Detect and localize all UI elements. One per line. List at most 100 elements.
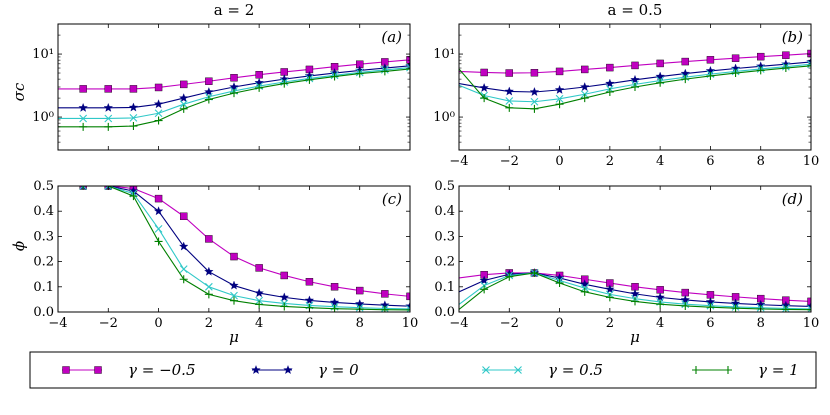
panel-d: −4 −2 0 2 4 6 8 10 0.0 0.1 0.2 0.3 0.4 0.5 (d) [434,179,819,331]
data-point [555,279,564,288]
data-point [380,67,389,76]
y-tick-label: 0.3 [434,229,455,244]
legend-label-gamma-1: γ = 1 [758,361,799,379]
data-point [179,100,188,109]
data-point [781,305,790,312]
data-point [606,63,614,72]
data-point [79,85,87,93]
y-tick-label: 0.4 [434,204,455,219]
data-point [79,186,88,190]
data-point [706,56,715,64]
data-point [655,292,665,302]
data-point [79,186,88,190]
data-point [280,79,289,88]
x-tick-label: −4 [48,316,67,331]
data-point [205,235,213,243]
data-point [631,297,639,306]
legend-marker [514,366,522,374]
data-point [179,104,188,113]
data-point [229,82,239,91]
y-tick-label: 0.5 [33,179,54,194]
data-point [104,114,113,123]
x-tick-label: 0 [154,316,162,331]
data-point [230,74,238,82]
data-point [305,75,314,84]
data-point [529,87,540,96]
data-point [355,69,364,78]
data-point [680,294,690,304]
data-point [406,64,410,73]
data-point [179,93,189,103]
data-point [254,288,264,298]
series-group [58,186,410,312]
legend-marker [251,365,261,374]
data-point [204,266,214,276]
y-tick-label: 10⁰ [433,110,455,125]
y-tick-label: 0.5 [434,179,455,194]
data-point [807,305,811,312]
data-point [255,264,263,272]
data-point [731,54,740,62]
data-point [605,284,615,294]
data-point [154,224,163,233]
data-point [807,305,811,312]
data-point [280,271,288,280]
y-tick-label: 10¹ [32,47,54,62]
y-tick-label: 0.3 [33,229,54,244]
data-point [731,304,740,312]
panel-b: −4 −2 0 2 4 6 8 10 10⁰ 10¹ (b) [433,23,820,169]
data-point [581,65,589,74]
data-point [280,302,289,311]
data-point [480,285,489,294]
data-point [580,287,589,296]
sigma-c-axis-label: σc [10,82,28,101]
data-point [230,291,238,300]
series-group [459,49,811,113]
data-point [180,212,188,220]
data-point [781,64,790,73]
data-point [153,99,164,109]
x-tick-label: −4 [449,154,468,169]
mu-axis-label-left: μ [229,328,239,346]
data-point [129,192,138,201]
x-tick-label: 6 [706,154,714,169]
x-tick-label: −4 [449,316,468,331]
data-point [180,80,188,89]
x-tick-label: −2 [99,316,118,331]
data-point [330,72,339,81]
data-point [154,194,163,203]
x-tick-label: 10 [402,316,419,331]
data-point [79,122,88,131]
data-point [530,268,539,277]
data-point [279,292,289,302]
x-tick-label: 10 [803,154,820,169]
data-point [154,109,163,118]
data-point [681,75,690,84]
data-point [656,300,665,309]
legend-label-gamma-neg-0-5: γ = −0.5 [128,361,196,379]
data-point [204,282,213,291]
data-point [229,280,239,290]
data-point [530,104,539,113]
data-point [630,74,640,84]
data-point [255,83,264,92]
legend-marker [283,365,293,374]
data-point [480,68,488,77]
data-point [605,78,615,88]
series-group [459,268,811,312]
data-point [505,103,514,112]
data-point [129,122,138,131]
data-point [605,293,614,302]
data-point [555,100,564,109]
data-point [381,290,389,298]
legend-marker [62,366,70,374]
legend-marks [62,365,732,374]
legend-marker [482,366,490,374]
y-tick-label: 0.0 [33,305,54,320]
data-point [103,102,113,112]
panel-c: −4 −2 0 2 4 6 8 10 0.0 0.1 0.2 0.3 0.4 0.5 (c) [33,179,418,331]
x-tick-label: 8 [356,316,364,331]
x-tick-label: 6 [305,316,313,331]
x-tick-label: 8 [757,316,765,331]
